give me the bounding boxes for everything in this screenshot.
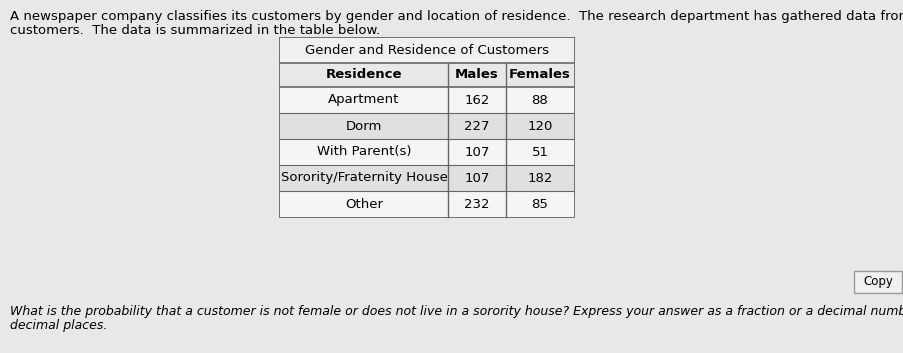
Text: 232: 232 (464, 197, 489, 210)
Text: 120: 120 (526, 120, 552, 132)
Text: Dorm: Dorm (346, 120, 382, 132)
Bar (280, 63, 573, 87)
Text: 88: 88 (531, 94, 548, 107)
Text: Males: Males (454, 68, 498, 82)
Text: Sorority/Fraternity House: Sorority/Fraternity House (280, 172, 447, 185)
Text: A newspaper company classifies its customers by gender and location of residence: A newspaper company classifies its custo… (10, 10, 903, 23)
Text: Residence: Residence (325, 68, 402, 82)
Text: Apartment: Apartment (328, 94, 399, 107)
Text: Gender and Residence of Customers: Gender and Residence of Customers (304, 44, 548, 57)
Bar (853, 271, 901, 293)
Text: 85: 85 (531, 197, 548, 210)
Text: decimal places.: decimal places. (10, 319, 107, 332)
Text: Other: Other (345, 197, 383, 210)
Bar (280, 87, 573, 113)
Text: Copy: Copy (862, 275, 892, 288)
Text: 107: 107 (464, 172, 489, 185)
Text: With Parent(s): With Parent(s) (316, 145, 411, 158)
Bar (280, 139, 573, 165)
Bar (280, 38, 573, 217)
Text: 107: 107 (464, 145, 489, 158)
Bar (280, 191, 573, 217)
Bar (280, 38, 573, 63)
Text: 227: 227 (464, 120, 489, 132)
Bar (280, 113, 573, 139)
Text: 182: 182 (526, 172, 552, 185)
Text: 162: 162 (464, 94, 489, 107)
Text: 51: 51 (531, 145, 548, 158)
Bar (280, 165, 573, 191)
Text: customers.  The data is summarized in the table below.: customers. The data is summarized in the… (10, 24, 380, 37)
Text: Females: Females (508, 68, 571, 82)
Text: What is the probability that a customer is not female or does not live in a soro: What is the probability that a customer … (10, 305, 903, 318)
